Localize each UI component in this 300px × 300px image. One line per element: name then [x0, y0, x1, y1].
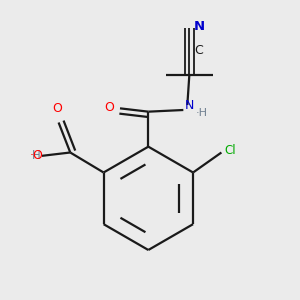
- Text: ·H: ·H: [196, 108, 208, 118]
- Text: O: O: [104, 101, 114, 114]
- Text: O: O: [52, 102, 62, 115]
- Text: H: H: [32, 149, 40, 162]
- Text: N: N: [184, 100, 194, 112]
- Text: ·O: ·O: [30, 149, 44, 162]
- Text: N: N: [194, 20, 205, 33]
- Text: Cl: Cl: [224, 144, 236, 157]
- Text: C: C: [195, 44, 203, 58]
